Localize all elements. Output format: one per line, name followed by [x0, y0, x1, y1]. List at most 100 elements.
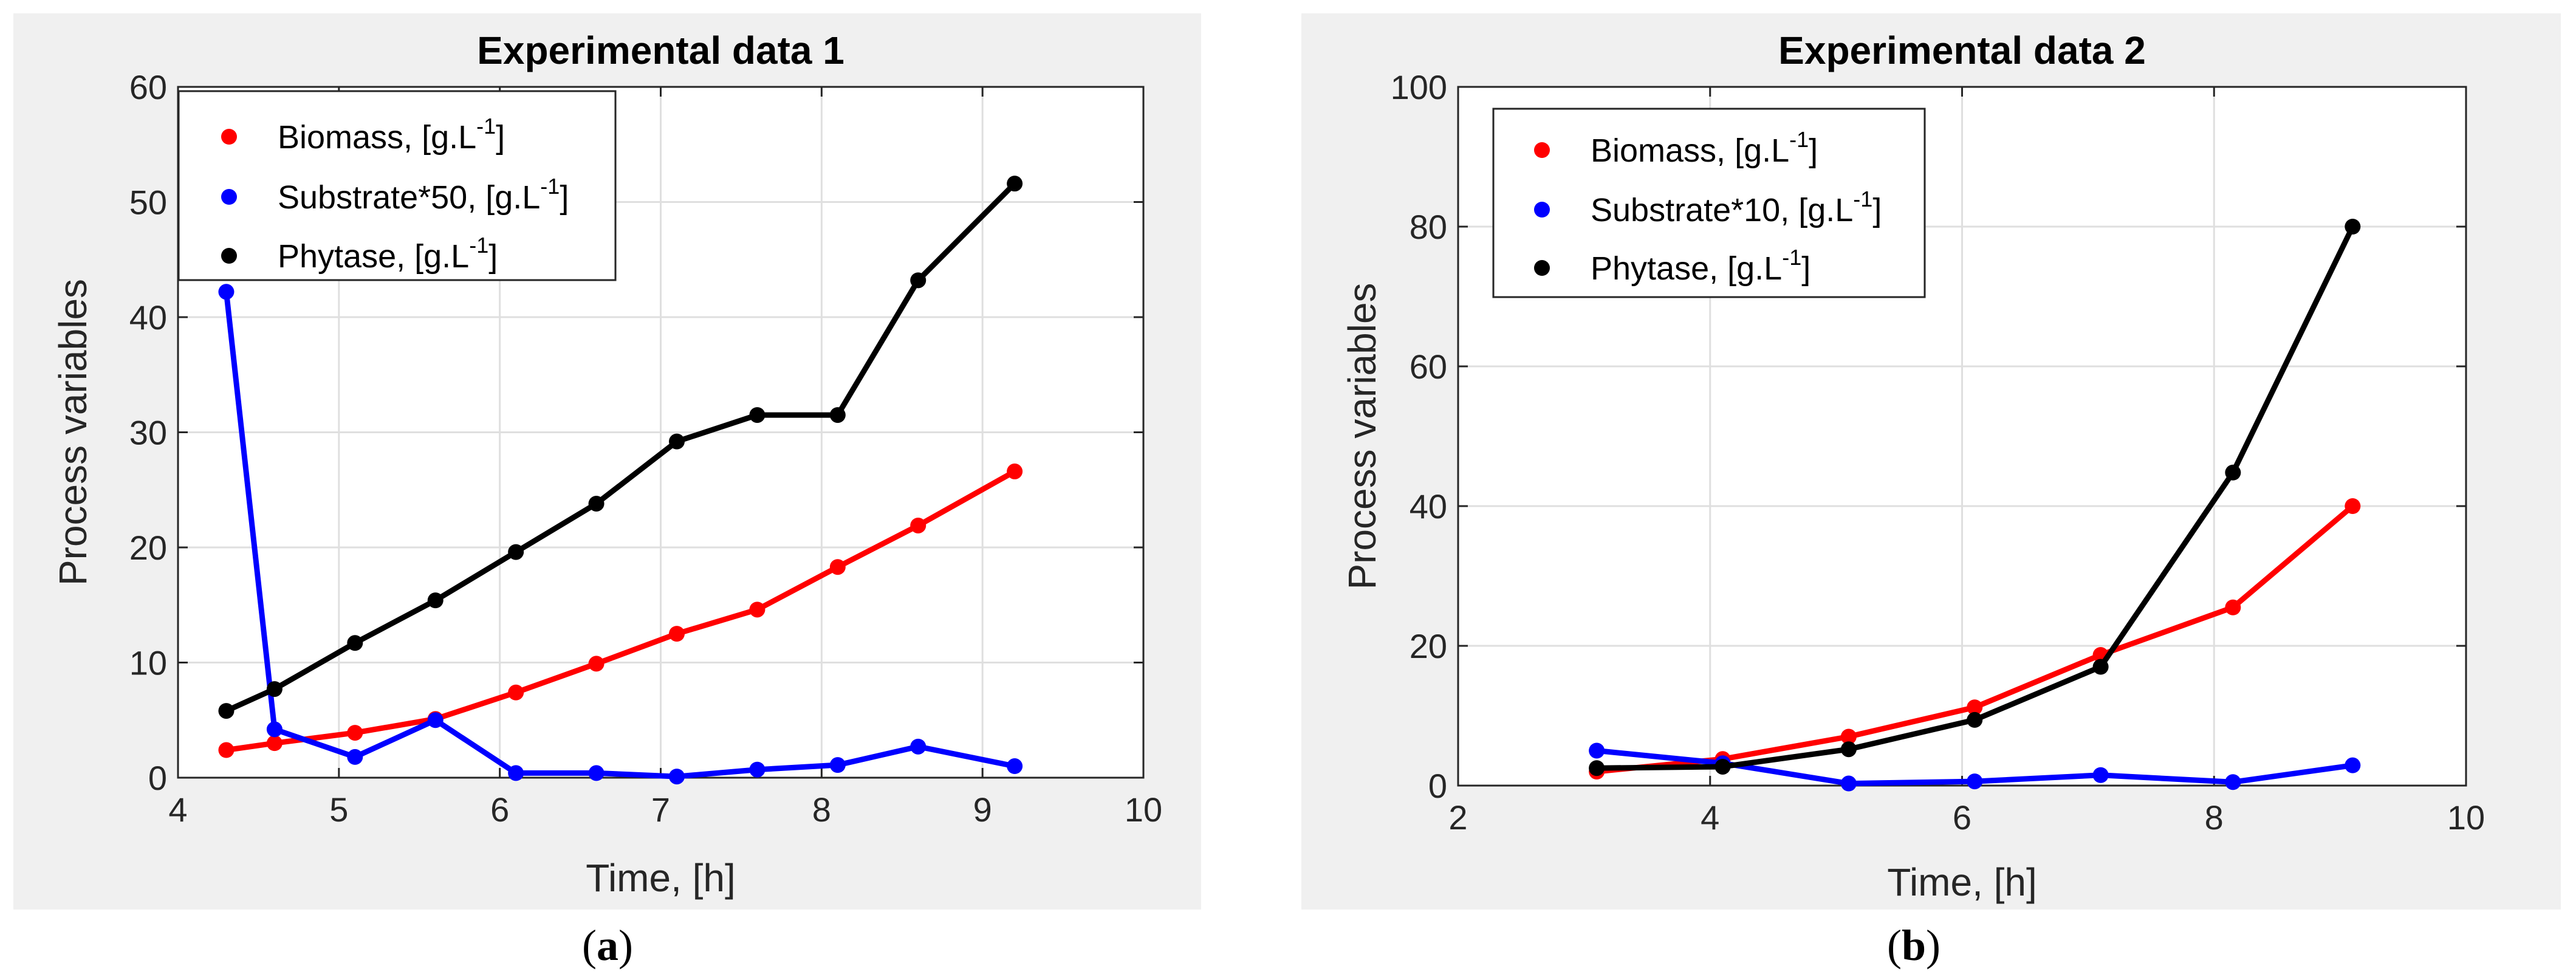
data-point-0	[1967, 699, 1983, 716]
y-axis-label: Process variables	[1340, 283, 1384, 589]
y-tick-label: 30	[129, 414, 167, 452]
data-point-2	[218, 703, 235, 719]
data-point-1	[1589, 742, 1605, 759]
data-point-0	[668, 626, 685, 642]
data-point-1	[2092, 767, 2109, 783]
data-point-2	[2225, 464, 2241, 481]
chart-a: 4 5 6 7 8 9 10 0 10 20 30 40 50 60 Experimental data 1…	[51, 29, 1162, 900]
data-point-2	[427, 592, 444, 609]
y-tick-label: 20	[129, 529, 167, 567]
data-point-0	[910, 517, 927, 533]
data-point-2	[266, 681, 283, 697]
chart-title: Experimental data 2	[1778, 29, 2146, 72]
x-tick-label: 6	[1953, 798, 1971, 837]
data-point-0	[266, 735, 283, 752]
data-point-1	[508, 765, 524, 781]
y-tick-label: 60	[129, 68, 167, 106]
data-point-0	[218, 742, 235, 758]
data-point-0	[508, 684, 524, 701]
chart-title: Experimental data 1	[477, 29, 844, 72]
legend-marker	[221, 189, 237, 205]
data-point-2	[2345, 219, 2361, 235]
x-tick-label: 2	[1448, 798, 1467, 837]
y-tick-label: 20	[1410, 627, 1447, 665]
legend-marker	[221, 248, 237, 264]
data-point-1	[588, 765, 605, 781]
data-point-1	[1007, 758, 1023, 775]
data-point-1	[266, 721, 283, 738]
data-point-1	[668, 769, 685, 785]
legend-entry: Substrate*10, [g.L-1]	[1591, 187, 1882, 228]
legend-entry: Phytase, [g.L-1]	[278, 233, 498, 275]
data-point-1	[2225, 774, 2241, 790]
x-tick-label: 4	[168, 790, 187, 829]
x-tick-label: 4	[1701, 798, 1719, 837]
data-point-0	[1007, 463, 1023, 479]
legend-box	[177, 90, 617, 281]
data-point-2	[1589, 760, 1605, 776]
data-point-1	[427, 712, 444, 728]
chart-panel-a: 4 5 6 7 8 9 10 0 10 20 30 40 50 60 Experimental data 1…	[13, 13, 1201, 910]
data-point-1	[1967, 773, 1983, 790]
x-axis-label: Time, [h]	[586, 856, 736, 900]
data-point-0	[749, 601, 766, 618]
data-point-1	[1840, 775, 1857, 792]
legend-entry: Biomass, [g.L-1]	[1591, 127, 1818, 169]
x-tick-label: 6	[490, 790, 509, 829]
data-point-1	[2345, 757, 2361, 773]
legend-entry: Phytase, [g.L-1]	[1591, 245, 1810, 287]
y-tick-label: 100	[1391, 68, 1447, 106]
data-point-1	[347, 749, 363, 765]
y-tick-label: 40	[129, 298, 167, 337]
data-point-1	[749, 761, 766, 778]
y-tick-label: 0	[148, 759, 167, 797]
y-tick-label: 80	[1410, 208, 1447, 246]
data-point-1	[910, 738, 927, 755]
legend-marker	[1534, 260, 1550, 276]
data-point-2	[508, 544, 524, 560]
x-tick-label: 9	[973, 790, 992, 829]
data-point-0	[2345, 498, 2361, 514]
legend-marker	[221, 129, 237, 145]
data-point-0	[588, 656, 605, 672]
data-point-0	[2225, 599, 2241, 615]
caption-a: (a)	[582, 921, 633, 970]
chart-panel-b: 2 4 6 8 10 0 20 40 60 80 100 Experimental data 2 Tim…	[1301, 13, 2561, 910]
x-tick-label: 8	[812, 790, 831, 829]
y-tick-label: 50	[129, 183, 167, 222]
x-axis-label: Time, [h]	[1887, 860, 2037, 904]
data-point-2	[588, 495, 605, 512]
legend-marker	[1534, 142, 1550, 158]
legend-box	[1492, 108, 1926, 298]
data-point-0	[347, 725, 363, 741]
data-point-0	[829, 559, 846, 575]
data-point-2	[1714, 758, 1731, 775]
y-tick-label: 40	[1410, 487, 1447, 526]
y-tick-label: 0	[1428, 767, 1447, 805]
data-point-2	[1007, 176, 1023, 192]
legend-entry: Biomass, [g.L-1]	[278, 114, 505, 156]
x-tick-label: 10	[2447, 798, 2485, 837]
data-point-2	[2092, 659, 2109, 675]
y-tick-label: 60	[1410, 348, 1447, 386]
legend-marker	[1534, 202, 1550, 218]
x-tick-label: 10	[1125, 790, 1162, 829]
x-tick-label: 7	[651, 790, 670, 829]
data-point-2	[829, 407, 846, 423]
data-point-2	[1840, 741, 1857, 758]
data-point-2	[347, 635, 363, 651]
caption-b: (b)	[1886, 921, 1941, 970]
x-tick-label: 5	[329, 790, 348, 829]
data-point-2	[1967, 711, 1983, 728]
y-tick-label: 10	[129, 644, 167, 682]
data-point-2	[910, 272, 927, 289]
data-point-1	[829, 757, 846, 773]
y-axis-label: Process variables	[51, 279, 95, 586]
data-point-0	[1840, 728, 1857, 745]
data-point-2	[668, 433, 685, 450]
data-point-1	[218, 284, 235, 300]
legend-entry: Substrate*50, [g.L-1]	[278, 174, 569, 216]
x-tick-label: 8	[2205, 798, 2224, 837]
data-point-2	[749, 407, 766, 423]
